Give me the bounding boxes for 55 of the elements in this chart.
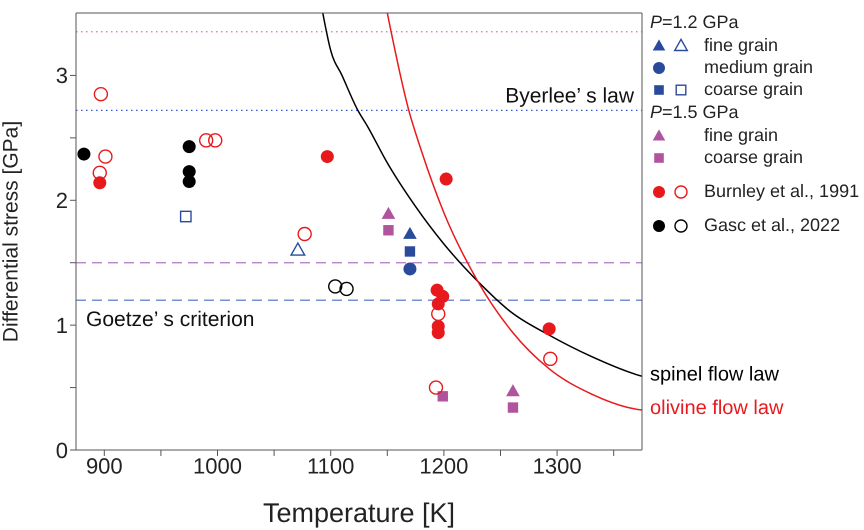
legend-label: coarse grain	[704, 78, 804, 100]
point	[428, 380, 444, 395]
legend-label: medium grain	[704, 56, 814, 78]
point	[440, 172, 453, 186]
point	[383, 225, 394, 236]
x-tick-label: 1200	[419, 454, 468, 479]
y-tick-label: 3	[56, 63, 68, 88]
text: P=1.5 GPa	[650, 101, 740, 124]
point	[208, 133, 222, 148]
point	[431, 306, 446, 322]
point	[432, 297, 445, 310]
y-axis-title: Differential stress [GPa]	[0, 120, 22, 342]
point	[339, 282, 354, 296]
ref-line-label: Goetze’ s criterion	[86, 308, 254, 332]
point	[328, 279, 342, 294]
line-series	[386, 13, 642, 411]
point	[98, 149, 113, 164]
point	[93, 176, 106, 190]
point	[180, 210, 192, 222]
y-tick-label: 0	[56, 438, 68, 463]
ref-line-label: Byerlee’ s law	[505, 84, 635, 108]
x-axis-title: Temperature [K]	[262, 498, 456, 528]
point	[506, 384, 520, 396]
legend-label: fine grain	[704, 34, 778, 56]
y-tick-label: 2	[56, 188, 68, 214]
point	[182, 175, 196, 188]
point	[543, 352, 558, 366]
y-tick-label: 1	[56, 312, 68, 338]
point	[94, 86, 108, 102]
x-tick-label: 900	[86, 454, 123, 479]
point	[198, 133, 214, 148]
x-tick-label: 1000	[193, 454, 242, 479]
legend-label: Burnley et al., 1991	[704, 180, 860, 202]
point	[438, 391, 448, 402]
point	[92, 166, 107, 180]
point	[77, 148, 90, 161]
line-series	[322, 13, 642, 378]
series-label: spinel flow law	[650, 363, 780, 386]
point	[382, 206, 396, 219]
x-tick-label: 1300	[532, 454, 582, 479]
text: P=1.2 GPa	[650, 11, 740, 34]
legend-label: fine grain	[704, 124, 778, 146]
point	[508, 402, 518, 413]
point	[297, 226, 312, 242]
series-label: olivine flow law	[650, 397, 784, 420]
x-tick-label: 1100	[307, 454, 354, 479]
point	[182, 140, 196, 154]
legend-label: coarse grain	[704, 146, 804, 168]
point	[404, 246, 416, 257]
point	[320, 150, 334, 164]
point	[542, 322, 556, 336]
point	[290, 242, 306, 256]
point	[403, 226, 417, 239]
point	[403, 262, 416, 276]
legend-label: Gasc et al., 2022	[704, 214, 840, 236]
